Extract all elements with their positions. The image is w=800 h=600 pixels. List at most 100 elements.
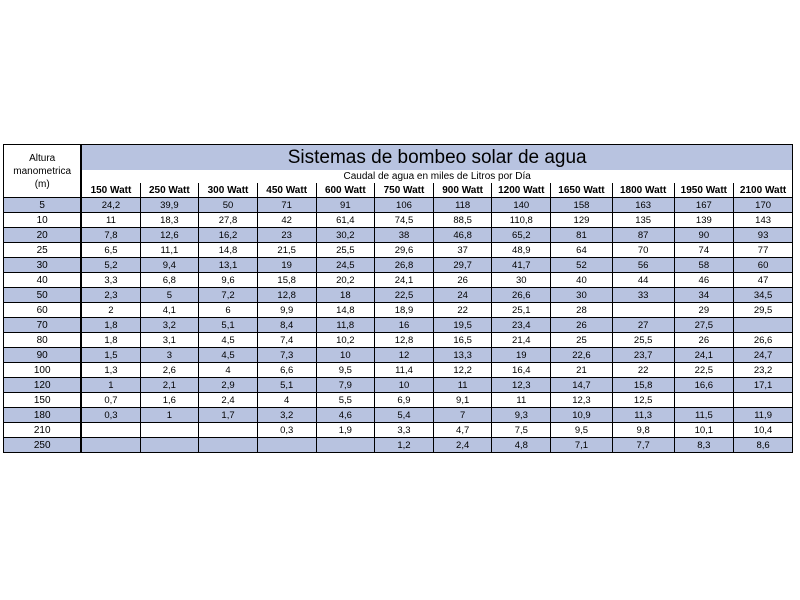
column-header: 1950 Watt — [673, 183, 735, 198]
altitude-cell: 5 — [3, 197, 83, 213]
flow-cell: 61,4 — [315, 212, 376, 228]
flow-cell: 25,5 — [611, 332, 675, 348]
flow-cell — [733, 317, 793, 333]
flow-cell: 34,5 — [733, 287, 793, 303]
altitude-cell: 210 — [3, 422, 83, 438]
flow-cell: 28 — [550, 302, 613, 318]
flow-cell: 9,5 — [315, 362, 376, 378]
flow-cell: 42 — [256, 212, 317, 228]
flow-cell: 1,7 — [198, 407, 258, 423]
column-header: 450 Watt — [256, 183, 317, 198]
flow-cell: 9,6 — [198, 272, 258, 288]
flow-cell: 6,9 — [374, 392, 434, 408]
table-row: 70 1,8 3,2 5,1 8,4 11,8 16 19,5 23,4 26 27 27,5 — [3, 317, 793, 333]
flow-cell: 9,5 — [550, 422, 613, 438]
flow-cell: 11 — [491, 392, 552, 408]
flow-cell: 7,3 — [256, 347, 317, 363]
altitude-header-line-1: Altura — [29, 152, 56, 164]
column-header: 2100 Watt — [733, 183, 793, 198]
flow-cell: 24,1 — [673, 347, 735, 363]
flow-cell: 9,4 — [139, 257, 200, 273]
table-row: 25 6,5 11,1 14,8 21,5 25,5 29,6 37 48,9 64 70 74 77 — [3, 242, 793, 258]
altitude-cell: 120 — [3, 377, 83, 393]
table-row: 50 2,3 5 7,2 12,8 18 22,5 24 26,6 30 33 34 34,5 — [3, 287, 793, 303]
flow-cell: 110,8 — [491, 212, 552, 228]
flow-cell: 5,5 — [315, 392, 376, 408]
flow-cell: 2,4 — [198, 392, 258, 408]
altitude-header: Altura manometrica (m) — [3, 144, 83, 198]
flow-cell: 12,5 — [611, 392, 675, 408]
flow-cell: 71 — [256, 197, 317, 213]
flow-cell: 1,3 — [80, 362, 141, 378]
altitude-header-line-2: manometrica — [13, 165, 72, 177]
flow-cell: 1,5 — [80, 347, 141, 363]
flow-cell: 1,9 — [315, 422, 376, 438]
table-row: 210 0,3 1,9 3,3 4,7 7,5 9,5 9,8 10,1 10,4 — [3, 422, 793, 438]
altitude-cell: 20 — [3, 227, 83, 243]
flow-cell: 7,9 — [315, 377, 376, 393]
flow-cell: 74,5 — [374, 212, 434, 228]
flow-cell: 81 — [550, 227, 613, 243]
flow-cell: 9,3 — [491, 407, 552, 423]
flow-cell: 70 — [611, 242, 675, 258]
flow-cell: 93 — [733, 227, 793, 243]
altitude-cell: 90 — [3, 347, 83, 363]
table-title: Sistemas de bombeo solar de agua — [80, 144, 794, 170]
flow-cell: 7 — [432, 407, 493, 423]
pumping-table-container: Altura manometrica (m) Sistemas de bombe… — [3, 144, 794, 453]
flow-cell: 19 — [256, 257, 317, 273]
flow-cell: 4,7 — [432, 422, 493, 438]
table-subtitle: Caudal de agua en miles de Litros por Dí… — [80, 170, 794, 183]
flow-cell: 33 — [611, 287, 675, 303]
flow-cell: 6,6 — [256, 362, 317, 378]
flow-cell: 38 — [374, 227, 434, 243]
flow-cell: 163 — [611, 197, 675, 213]
flow-cell: 27,5 — [673, 317, 735, 333]
flow-cell — [611, 302, 675, 318]
flow-cell: 140 — [491, 197, 552, 213]
altitude-cell: 40 — [3, 272, 83, 288]
flow-cell: 24,2 — [80, 197, 141, 213]
altitude-cell: 50 — [3, 287, 83, 303]
flow-cell: 48,9 — [491, 242, 552, 258]
flow-cell: 10 — [374, 377, 434, 393]
flow-cell: 18,9 — [374, 302, 434, 318]
flow-cell: 37 — [432, 242, 493, 258]
flow-cell: 10,2 — [315, 332, 376, 348]
flow-cell: 4,6 — [315, 407, 376, 423]
flow-cell: 14,8 — [315, 302, 376, 318]
altitude-cell: 100 — [3, 362, 83, 378]
flow-cell: 15,8 — [256, 272, 317, 288]
flow-cell: 52 — [550, 257, 613, 273]
table-row: 60 2 4,1 6 9,9 14,8 18,9 22 25,1 28 29 29,5 — [3, 302, 793, 318]
flow-cell: 2,1 — [139, 377, 200, 393]
flow-cell: 15,8 — [611, 377, 675, 393]
flow-cell: 40 — [550, 272, 613, 288]
flow-cell: 7,2 — [198, 287, 258, 303]
flow-cell: 27 — [611, 317, 675, 333]
flow-cell: 23,7 — [611, 347, 675, 363]
flow-cell: 11,1 — [139, 242, 200, 258]
table-row: 250 1,2 2,4 4,8 7,1 7,7 8,3 8,6 — [3, 437, 793, 453]
flow-cell: 14,8 — [198, 242, 258, 258]
flow-cell: 16,5 — [432, 332, 493, 348]
altitude-cell: 180 — [3, 407, 83, 423]
flow-cell: 41,7 — [491, 257, 552, 273]
altitude-cell: 25 — [3, 242, 83, 258]
table-row: 10 11 18,3 27,8 42 61,4 74,5 88,5 110,8 129 135 139… — [3, 212, 793, 228]
flow-cell: 6,8 — [139, 272, 200, 288]
flow-cell — [315, 437, 376, 453]
flow-cell: 1,2 — [374, 437, 434, 453]
table-row: 5 24,2 39,9 50 71 91 106 118 140 158 163 167 170 — [3, 197, 793, 213]
flow-cell: 5,1 — [198, 317, 258, 333]
flow-cell: 3,3 — [80, 272, 141, 288]
flow-cell: 6 — [198, 302, 258, 318]
flow-cell: 12,8 — [374, 332, 434, 348]
flow-cell: 46,8 — [432, 227, 493, 243]
flow-cell: 4 — [256, 392, 317, 408]
flow-cell: 12,3 — [491, 377, 552, 393]
flow-cell: 90 — [673, 227, 735, 243]
flow-cell: 12,6 — [139, 227, 200, 243]
flow-cell: 4,1 — [139, 302, 200, 318]
flow-cell: 24,1 — [374, 272, 434, 288]
